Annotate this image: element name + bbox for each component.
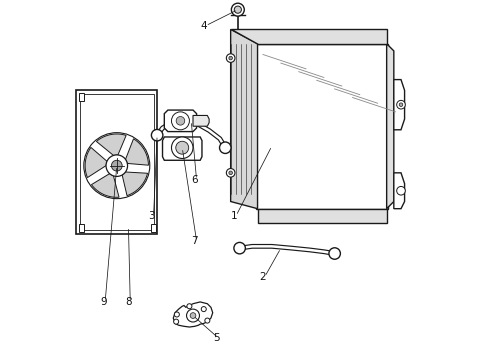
Polygon shape [256, 44, 389, 209]
Circle shape [329, 248, 341, 259]
Text: 8: 8 [125, 297, 132, 307]
Polygon shape [394, 80, 405, 130]
Polygon shape [92, 174, 119, 197]
Polygon shape [387, 44, 394, 209]
Polygon shape [231, 30, 387, 44]
Circle shape [173, 319, 179, 324]
Polygon shape [163, 137, 202, 160]
Circle shape [111, 160, 122, 171]
Bar [79, 224, 84, 232]
Text: 9: 9 [100, 297, 107, 307]
Polygon shape [97, 134, 126, 156]
Text: 6: 6 [192, 175, 198, 185]
Polygon shape [164, 110, 196, 132]
Text: 4: 4 [200, 21, 207, 31]
Text: 5: 5 [213, 333, 220, 343]
Circle shape [231, 3, 245, 16]
Circle shape [172, 137, 193, 158]
Polygon shape [125, 139, 148, 165]
Circle shape [234, 6, 242, 13]
Polygon shape [231, 30, 258, 209]
Circle shape [176, 141, 189, 154]
Circle shape [226, 54, 235, 62]
Circle shape [176, 117, 185, 125]
Bar [79, 93, 84, 101]
Circle shape [399, 103, 403, 107]
Polygon shape [173, 302, 213, 327]
Circle shape [234, 242, 245, 254]
Circle shape [229, 171, 232, 175]
Polygon shape [76, 90, 157, 234]
Circle shape [205, 318, 210, 323]
Circle shape [106, 155, 127, 176]
Text: 7: 7 [192, 236, 198, 246]
Circle shape [187, 309, 199, 322]
Text: 2: 2 [260, 272, 266, 282]
Circle shape [174, 312, 179, 317]
Circle shape [229, 56, 232, 60]
Circle shape [84, 133, 150, 199]
Polygon shape [258, 209, 387, 223]
Circle shape [201, 307, 206, 312]
Circle shape [226, 168, 235, 177]
Bar [151, 224, 156, 232]
Circle shape [220, 142, 231, 153]
Polygon shape [85, 147, 107, 177]
Circle shape [151, 130, 163, 141]
Text: 3: 3 [148, 211, 155, 221]
Circle shape [397, 100, 405, 109]
Circle shape [187, 304, 192, 309]
Polygon shape [394, 173, 405, 209]
Circle shape [397, 186, 405, 195]
Polygon shape [122, 172, 147, 195]
Circle shape [172, 112, 190, 130]
Text: 1: 1 [231, 211, 238, 221]
Circle shape [190, 313, 196, 319]
Polygon shape [193, 116, 209, 126]
